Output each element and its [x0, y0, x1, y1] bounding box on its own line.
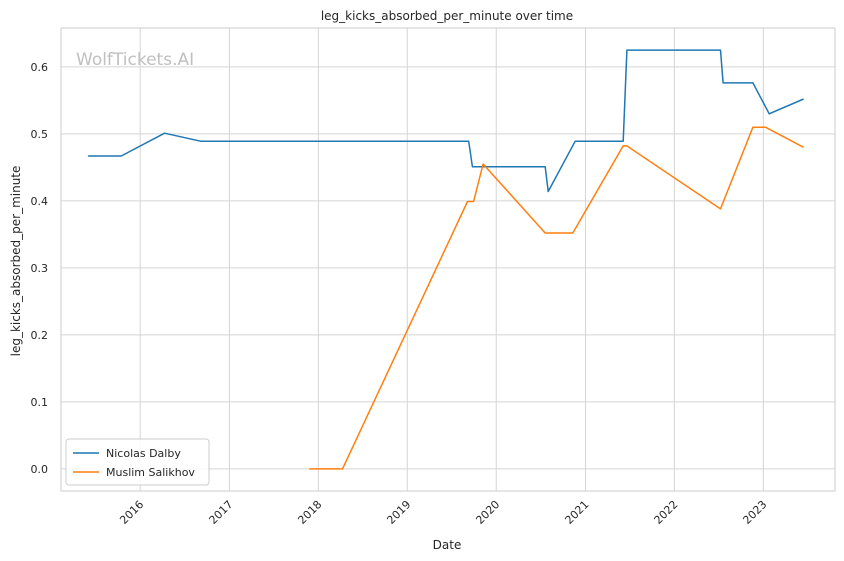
- x-axis-label: Date: [433, 538, 462, 552]
- grid: [61, 28, 835, 491]
- x-tick-label: 2017: [207, 498, 236, 527]
- legend-box: [65, 438, 210, 486]
- series-layer: [88, 49, 804, 470]
- chart-title: leg_kicks_absorbed_per_minute over time: [321, 9, 573, 23]
- x-tick-label: 2022: [652, 498, 681, 527]
- x-tick-label: 2023: [740, 498, 769, 527]
- legend-label-muslim-salikhov: Muslim Salikhov: [106, 466, 195, 479]
- y-axis-label: leg_kicks_absorbed_per_minute: [9, 166, 23, 357]
- x-tick-label: 2018: [295, 498, 324, 527]
- x-tick-label: 2019: [384, 498, 413, 527]
- y-tick-label: 0.5: [31, 128, 49, 141]
- x-tick-label: 2020: [473, 498, 502, 527]
- y-tick-label: 0.1: [31, 396, 49, 409]
- legend: Nicolas Dalby Muslim Salikhov: [65, 438, 210, 486]
- legend-label-nicolas-dalby: Nicolas Dalby: [106, 447, 181, 460]
- x-tick-label: 2016: [117, 498, 146, 527]
- y-axis-ticks: 0.0 0.1 0.2 0.3 0.4 0.5 0.6: [31, 61, 49, 476]
- y-tick-label: 0.3: [31, 262, 49, 275]
- y-tick-label: 0.0: [31, 463, 49, 476]
- y-tick-label: 0.4: [31, 195, 49, 208]
- series-line-nicolas-dalby: [88, 49, 804, 193]
- plot-frame: [60, 27, 836, 492]
- x-axis-ticks: 2016 2017 2018 2019 2020 2021 2022 2023: [117, 498, 769, 527]
- watermark: WolfTickets.AI: [76, 50, 194, 70]
- series-line-muslim-salikhov: [309, 126, 804, 470]
- y-tick-label: 0.6: [31, 61, 49, 74]
- y-tick-label: 0.2: [31, 329, 49, 342]
- x-tick-label: 2021: [563, 498, 592, 527]
